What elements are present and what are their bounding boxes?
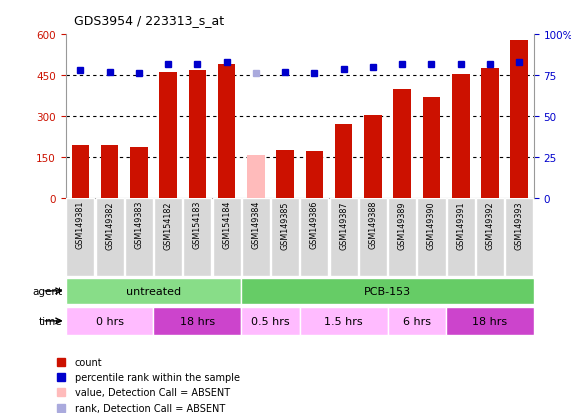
- Bar: [476, 198, 504, 277]
- Text: GSM149383: GSM149383: [134, 201, 143, 249]
- Bar: [218, 65, 235, 198]
- Text: PCB-153: PCB-153: [364, 286, 411, 296]
- Bar: [335, 125, 352, 198]
- Text: percentile rank within the sample: percentile rank within the sample: [75, 372, 240, 382]
- Text: time: time: [39, 316, 63, 326]
- Text: 18 hrs: 18 hrs: [472, 316, 508, 326]
- Text: GSM149384: GSM149384: [251, 201, 260, 249]
- Bar: [452, 74, 469, 198]
- Bar: [241, 278, 534, 304]
- Bar: [130, 148, 147, 198]
- Text: GSM149386: GSM149386: [310, 201, 319, 249]
- Text: 0 hrs: 0 hrs: [95, 316, 123, 326]
- Bar: [300, 198, 328, 277]
- Bar: [300, 307, 388, 335]
- Bar: [305, 152, 323, 198]
- Text: agent: agent: [33, 286, 63, 296]
- Text: untreated: untreated: [126, 286, 181, 296]
- Bar: [359, 198, 387, 277]
- Text: GSM149393: GSM149393: [514, 201, 524, 249]
- Bar: [271, 198, 299, 277]
- Bar: [183, 198, 211, 277]
- Bar: [388, 307, 446, 335]
- Bar: [159, 73, 177, 198]
- Text: value, Detection Call = ABSENT: value, Detection Call = ABSENT: [75, 387, 230, 397]
- Text: GSM154183: GSM154183: [193, 201, 202, 249]
- Text: GSM149388: GSM149388: [368, 201, 377, 249]
- Bar: [423, 97, 440, 198]
- Bar: [95, 198, 123, 277]
- Text: 0.5 hrs: 0.5 hrs: [251, 316, 290, 326]
- Bar: [481, 69, 499, 198]
- Bar: [154, 198, 182, 277]
- Bar: [505, 198, 533, 277]
- Text: GSM149387: GSM149387: [339, 201, 348, 249]
- Text: GSM154184: GSM154184: [222, 201, 231, 249]
- Text: 18 hrs: 18 hrs: [180, 316, 215, 326]
- Bar: [329, 198, 357, 277]
- Bar: [241, 307, 300, 335]
- Bar: [242, 198, 270, 277]
- Text: 1.5 hrs: 1.5 hrs: [324, 316, 363, 326]
- Text: GSM149390: GSM149390: [427, 201, 436, 249]
- Text: GSM149391: GSM149391: [456, 201, 465, 249]
- Bar: [66, 307, 154, 335]
- Bar: [388, 198, 416, 277]
- Text: GSM149382: GSM149382: [105, 201, 114, 249]
- Text: GDS3954 / 223313_s_at: GDS3954 / 223313_s_at: [74, 14, 224, 27]
- Text: GSM149385: GSM149385: [280, 201, 289, 249]
- Bar: [364, 115, 381, 198]
- Bar: [247, 156, 265, 198]
- Bar: [125, 198, 153, 277]
- Bar: [66, 278, 241, 304]
- Text: count: count: [75, 357, 102, 367]
- Bar: [154, 307, 241, 335]
- Text: rank, Detection Call = ABSENT: rank, Detection Call = ABSENT: [75, 403, 225, 413]
- Bar: [510, 40, 528, 198]
- Text: GSM149389: GSM149389: [397, 201, 407, 249]
- Text: GSM154182: GSM154182: [163, 201, 172, 249]
- Text: GSM149392: GSM149392: [485, 201, 494, 249]
- Text: GSM149381: GSM149381: [76, 201, 85, 249]
- Bar: [393, 90, 411, 198]
- Bar: [276, 151, 294, 198]
- Bar: [417, 198, 445, 277]
- Bar: [100, 145, 118, 198]
- Text: 6 hrs: 6 hrs: [403, 316, 431, 326]
- Bar: [447, 198, 475, 277]
- Bar: [71, 145, 89, 198]
- Bar: [212, 198, 240, 277]
- Bar: [188, 71, 206, 198]
- Bar: [66, 198, 94, 277]
- Bar: [446, 307, 534, 335]
